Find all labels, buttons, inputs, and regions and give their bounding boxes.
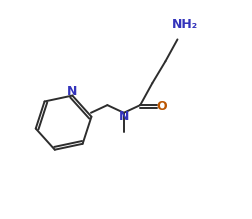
Text: O: O (156, 100, 167, 113)
Text: N: N (67, 85, 78, 98)
Text: N: N (118, 110, 129, 123)
Text: NH₂: NH₂ (172, 18, 198, 31)
